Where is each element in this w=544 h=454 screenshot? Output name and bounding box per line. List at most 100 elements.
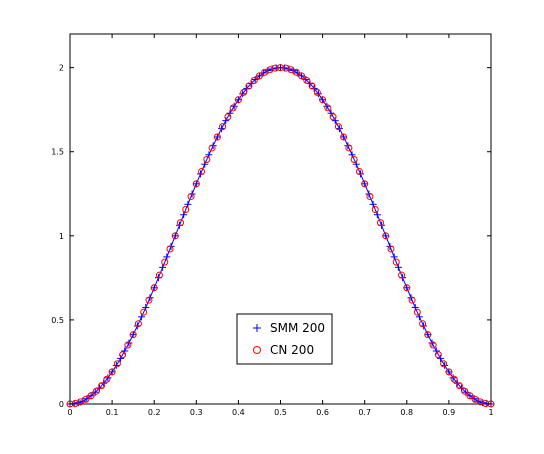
point-cn-200 xyxy=(345,144,353,152)
point-cn-200 xyxy=(150,284,158,292)
marker-layer xyxy=(66,64,495,408)
point-smm-200 xyxy=(255,72,263,80)
point-cn-200 xyxy=(145,296,153,304)
point-smm-200 xyxy=(445,368,453,376)
point-cn-200 xyxy=(198,167,206,175)
point-smm-200 xyxy=(129,331,137,339)
point-smm-200 xyxy=(159,263,167,271)
x-tick-label: 0.2 xyxy=(148,408,161,417)
point-cn-200 xyxy=(203,155,211,163)
point-smm-200 xyxy=(369,200,377,208)
point-cn-200 xyxy=(277,64,284,72)
legend-marker-cn xyxy=(253,346,261,354)
point-smm-200 xyxy=(298,72,306,80)
point-smm-200 xyxy=(150,284,158,292)
point-smm-200 xyxy=(104,374,112,382)
point-cn-200 xyxy=(371,206,379,214)
point-smm-200 xyxy=(424,331,432,339)
point-smm-200 xyxy=(432,347,440,355)
point-cn-200 xyxy=(108,368,116,376)
point-smm-200 xyxy=(192,180,200,188)
point-smm-200 xyxy=(213,133,221,141)
point-cn-200 xyxy=(398,271,406,279)
point-cn-200 xyxy=(182,206,190,214)
point-cn-200 xyxy=(240,88,248,96)
point-cn-200 xyxy=(434,351,442,359)
point-cn-200 xyxy=(292,68,300,76)
point-cn-200 xyxy=(234,96,242,104)
point-cn-200 xyxy=(392,258,400,266)
point-cn-200 xyxy=(424,331,432,339)
point-cn-200 xyxy=(466,392,474,400)
point-cn-200 xyxy=(408,296,416,304)
point-cn-200 xyxy=(382,232,390,240)
x-tick-label: 0.4 xyxy=(232,408,245,417)
point-smm-200 xyxy=(218,125,226,133)
point-smm-200 xyxy=(323,102,331,110)
point-cn-200 xyxy=(387,245,395,253)
point-cn-200 xyxy=(329,113,337,121)
point-smm-200 xyxy=(108,368,116,376)
x-tick-label: 0.8 xyxy=(400,408,413,417)
point-cn-200 xyxy=(166,245,174,253)
point-smm-200 xyxy=(466,392,474,400)
point-smm-200 xyxy=(163,253,171,261)
point-cn-200 xyxy=(224,113,232,121)
point-cn-200 xyxy=(440,360,448,368)
point-smm-200 xyxy=(394,263,402,271)
point-smm-200 xyxy=(239,90,247,98)
point-smm-200 xyxy=(87,392,95,400)
point-cn-200 xyxy=(208,144,216,152)
point-smm-200 xyxy=(361,180,369,188)
point-smm-200 xyxy=(222,117,230,125)
point-cn-200 xyxy=(219,123,227,131)
point-cn-200 xyxy=(92,387,100,395)
x-tick-label: 0.1 xyxy=(106,408,119,417)
point-cn-200 xyxy=(229,104,237,112)
point-cn-200 xyxy=(482,399,490,407)
point-cn-200 xyxy=(340,133,348,141)
point-cn-200 xyxy=(450,375,458,383)
legend-label-smm: SMM 200 xyxy=(270,321,325,335)
y-tick-label: 0 xyxy=(59,400,64,409)
point-cn-200 xyxy=(155,271,163,279)
point-cn-200 xyxy=(355,167,363,175)
point-cn-200 xyxy=(445,368,453,376)
x-tick-label: 0 xyxy=(67,408,72,417)
point-cn-200 xyxy=(82,395,90,403)
point-cn-200 xyxy=(124,341,132,349)
point-cn-200 xyxy=(319,96,327,104)
point-cn-200 xyxy=(376,219,384,227)
point-smm-200 xyxy=(314,90,322,98)
point-cn-200 xyxy=(255,72,263,80)
point-smm-200 xyxy=(373,211,381,219)
point-cn-200 xyxy=(271,64,279,72)
point-smm-200 xyxy=(226,109,234,117)
point-cn-200 xyxy=(350,155,358,163)
point-cn-200 xyxy=(308,82,316,90)
point-cn-200 xyxy=(361,180,369,188)
x-tick-label: 1 xyxy=(488,408,493,417)
point-smm-200 xyxy=(133,322,141,330)
legend-box xyxy=(236,313,333,365)
point-smm-200 xyxy=(327,109,335,117)
point-cn-200 xyxy=(334,123,342,131)
point-smm-200 xyxy=(335,125,343,133)
point-cn-200 xyxy=(429,341,437,349)
point-cn-200 xyxy=(98,382,106,390)
x-tick-label: 0.5 xyxy=(274,408,287,417)
y-tick-label: 0.5 xyxy=(51,316,64,325)
x-tick-label: 0.9 xyxy=(443,408,456,417)
point-cn-200 xyxy=(103,375,111,383)
y-tick-label: 1.5 xyxy=(51,148,64,157)
point-cn-200 xyxy=(87,392,95,400)
point-smm-200 xyxy=(344,142,352,150)
point-cn-200 xyxy=(119,351,127,359)
point-smm-200 xyxy=(117,354,125,362)
point-smm-200 xyxy=(436,354,444,362)
point-cn-200 xyxy=(192,180,200,188)
point-cn-200 xyxy=(171,232,179,240)
point-smm-200 xyxy=(428,339,436,347)
point-cn-200 xyxy=(461,387,469,395)
